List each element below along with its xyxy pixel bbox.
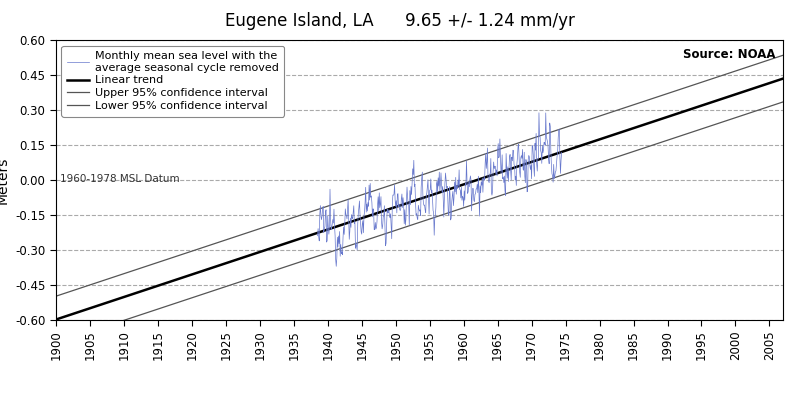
Text: 1960-1978 MSL Datum: 1960-1978 MSL Datum <box>60 174 179 184</box>
Y-axis label: Meters: Meters <box>0 156 10 204</box>
Text: Source: NOAA: Source: NOAA <box>683 48 776 61</box>
Text: Eugene Island, LA      9.65 +/- 1.24 mm/yr: Eugene Island, LA 9.65 +/- 1.24 mm/yr <box>225 12 574 30</box>
Legend: Monthly mean sea level with the
average seasonal cycle removed, Linear trend, Up: Monthly mean sea level with the average … <box>62 46 284 117</box>
